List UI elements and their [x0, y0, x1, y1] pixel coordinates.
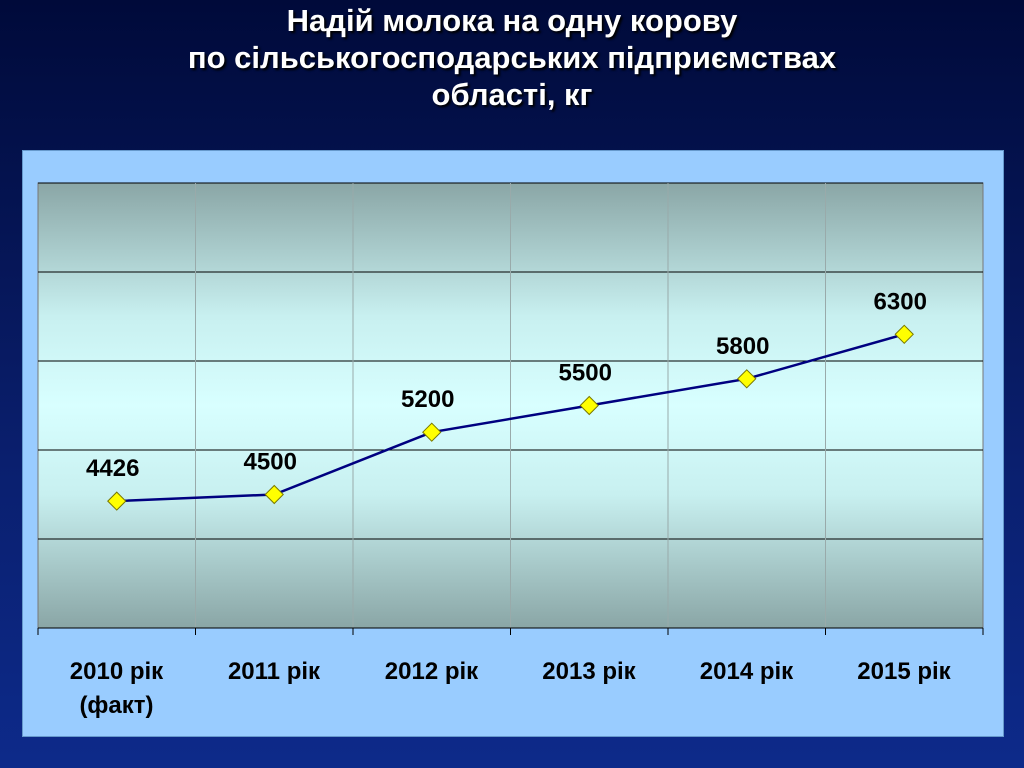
marker: [264, 484, 284, 505]
data-label: 4500: [244, 449, 297, 476]
chart-title: Надій молока на одну корову по сільськог…: [187, 3, 837, 112]
x-tick-label: 2011 рік: [227, 658, 321, 685]
data-label: 4426: [86, 455, 139, 482]
data-label: 6300: [874, 288, 927, 315]
x-tick-label: 2014 рік: [699, 658, 794, 685]
data-label: 5500: [559, 360, 612, 387]
data-label: 5200: [401, 386, 454, 413]
marker: [894, 324, 914, 345]
x-tick-label: 2015 рік: [857, 658, 951, 685]
x-tick-label: 2010 рік (факт): [69, 658, 164, 719]
marker: [737, 369, 757, 389]
data-label: 5800: [716, 333, 769, 360]
marker: [107, 491, 127, 511]
marker: [579, 395, 599, 416]
series-line: [116, 333, 905, 503]
marker: [422, 422, 442, 442]
x-tick-label: 2013 рік: [542, 658, 636, 685]
x-tick-label: 2012 рік: [384, 658, 479, 685]
